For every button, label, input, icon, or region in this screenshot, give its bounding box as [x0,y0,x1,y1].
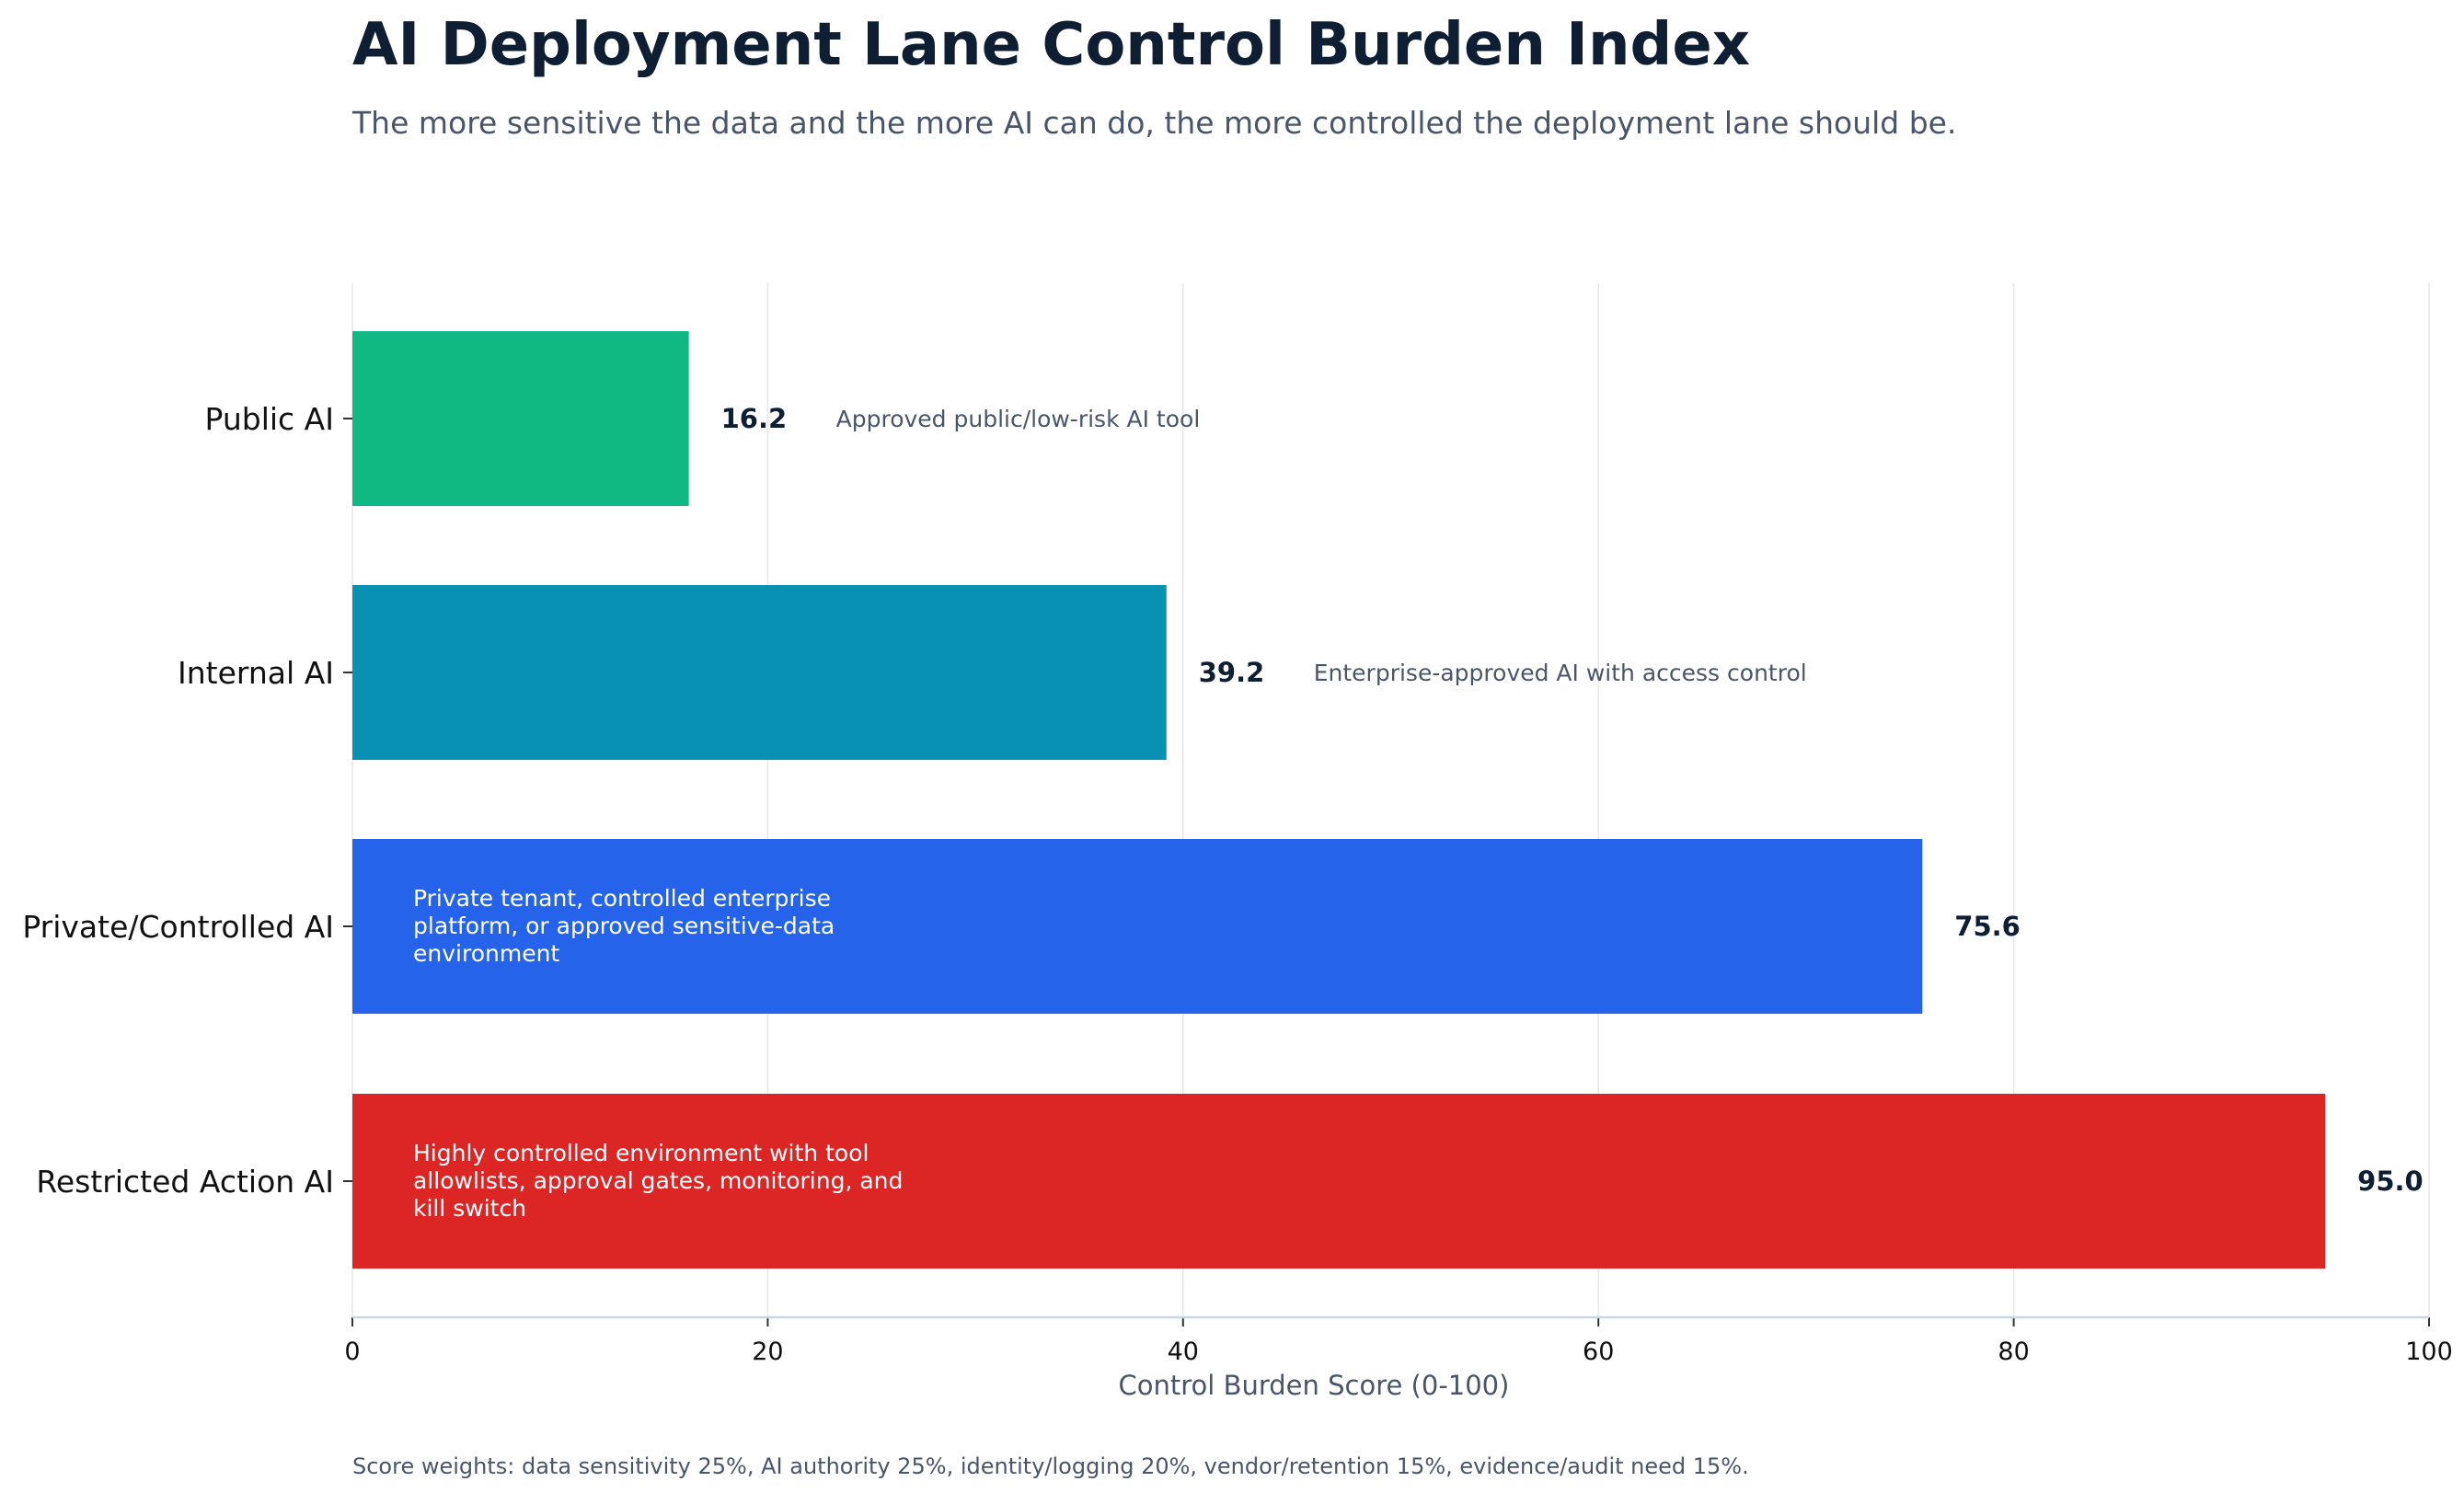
bar-private-controlled-ai [352,839,1923,1014]
bar-internal-ai [352,585,1167,760]
chart-subtitle: The more sensitive the data and the more… [351,105,1956,141]
x-axis-title: Control Burden Score (0-100) [1119,1370,1510,1401]
x-tick-label: 0 [344,1338,360,1366]
category-label: Private/Controlled AI [22,909,334,945]
bar-annotation: Private tenant, controlled enterprise [413,885,831,912]
x-tick-label: 100 [2405,1338,2453,1366]
labels: Public AI 16.2 Approved public/low-risk AI… [22,401,2423,1222]
bar-public-ai [352,331,689,506]
value-label: 75.6 [1954,911,2021,942]
chart-title: AI Deployment Lane Control Burden Index [352,11,1750,79]
category-label: Restricted Action AI [36,1164,334,1200]
bar-annotation: kill switch [413,1195,526,1222]
bar-annotation: Approved public/low-risk AI tool [836,406,1201,432]
x-tick-label: 40 [1168,1338,1199,1366]
value-label: 95.0 [2357,1166,2424,1197]
bar-annotation: platform, or approved sensitive-data [413,913,835,939]
bar-annotation: Highly controlled environment with tool [413,1140,869,1166]
x-tick-label: 60 [1583,1338,1614,1366]
value-label: 39.2 [1199,657,1265,688]
x-tick-label: 20 [752,1338,783,1366]
category-label: Public AI [205,401,334,437]
bar-annotation: allowlists, approval gates, monitoring, … [413,1167,903,1194]
bar-annotation: environment [413,940,559,967]
bar-annotation: Enterprise-approved AI with access contr… [1314,660,1807,686]
bars [352,331,2326,1269]
footnote: Score weights: data sensitivity 25%, AI … [352,1453,1749,1479]
x-tick-label: 80 [1998,1338,2029,1366]
category-label: Internal AI [178,655,334,691]
x-axis: 0 20 40 60 80 100 [343,418,2453,1366]
value-label: 16.2 [721,403,788,434]
bar-restricted-action-ai [352,1094,2326,1269]
